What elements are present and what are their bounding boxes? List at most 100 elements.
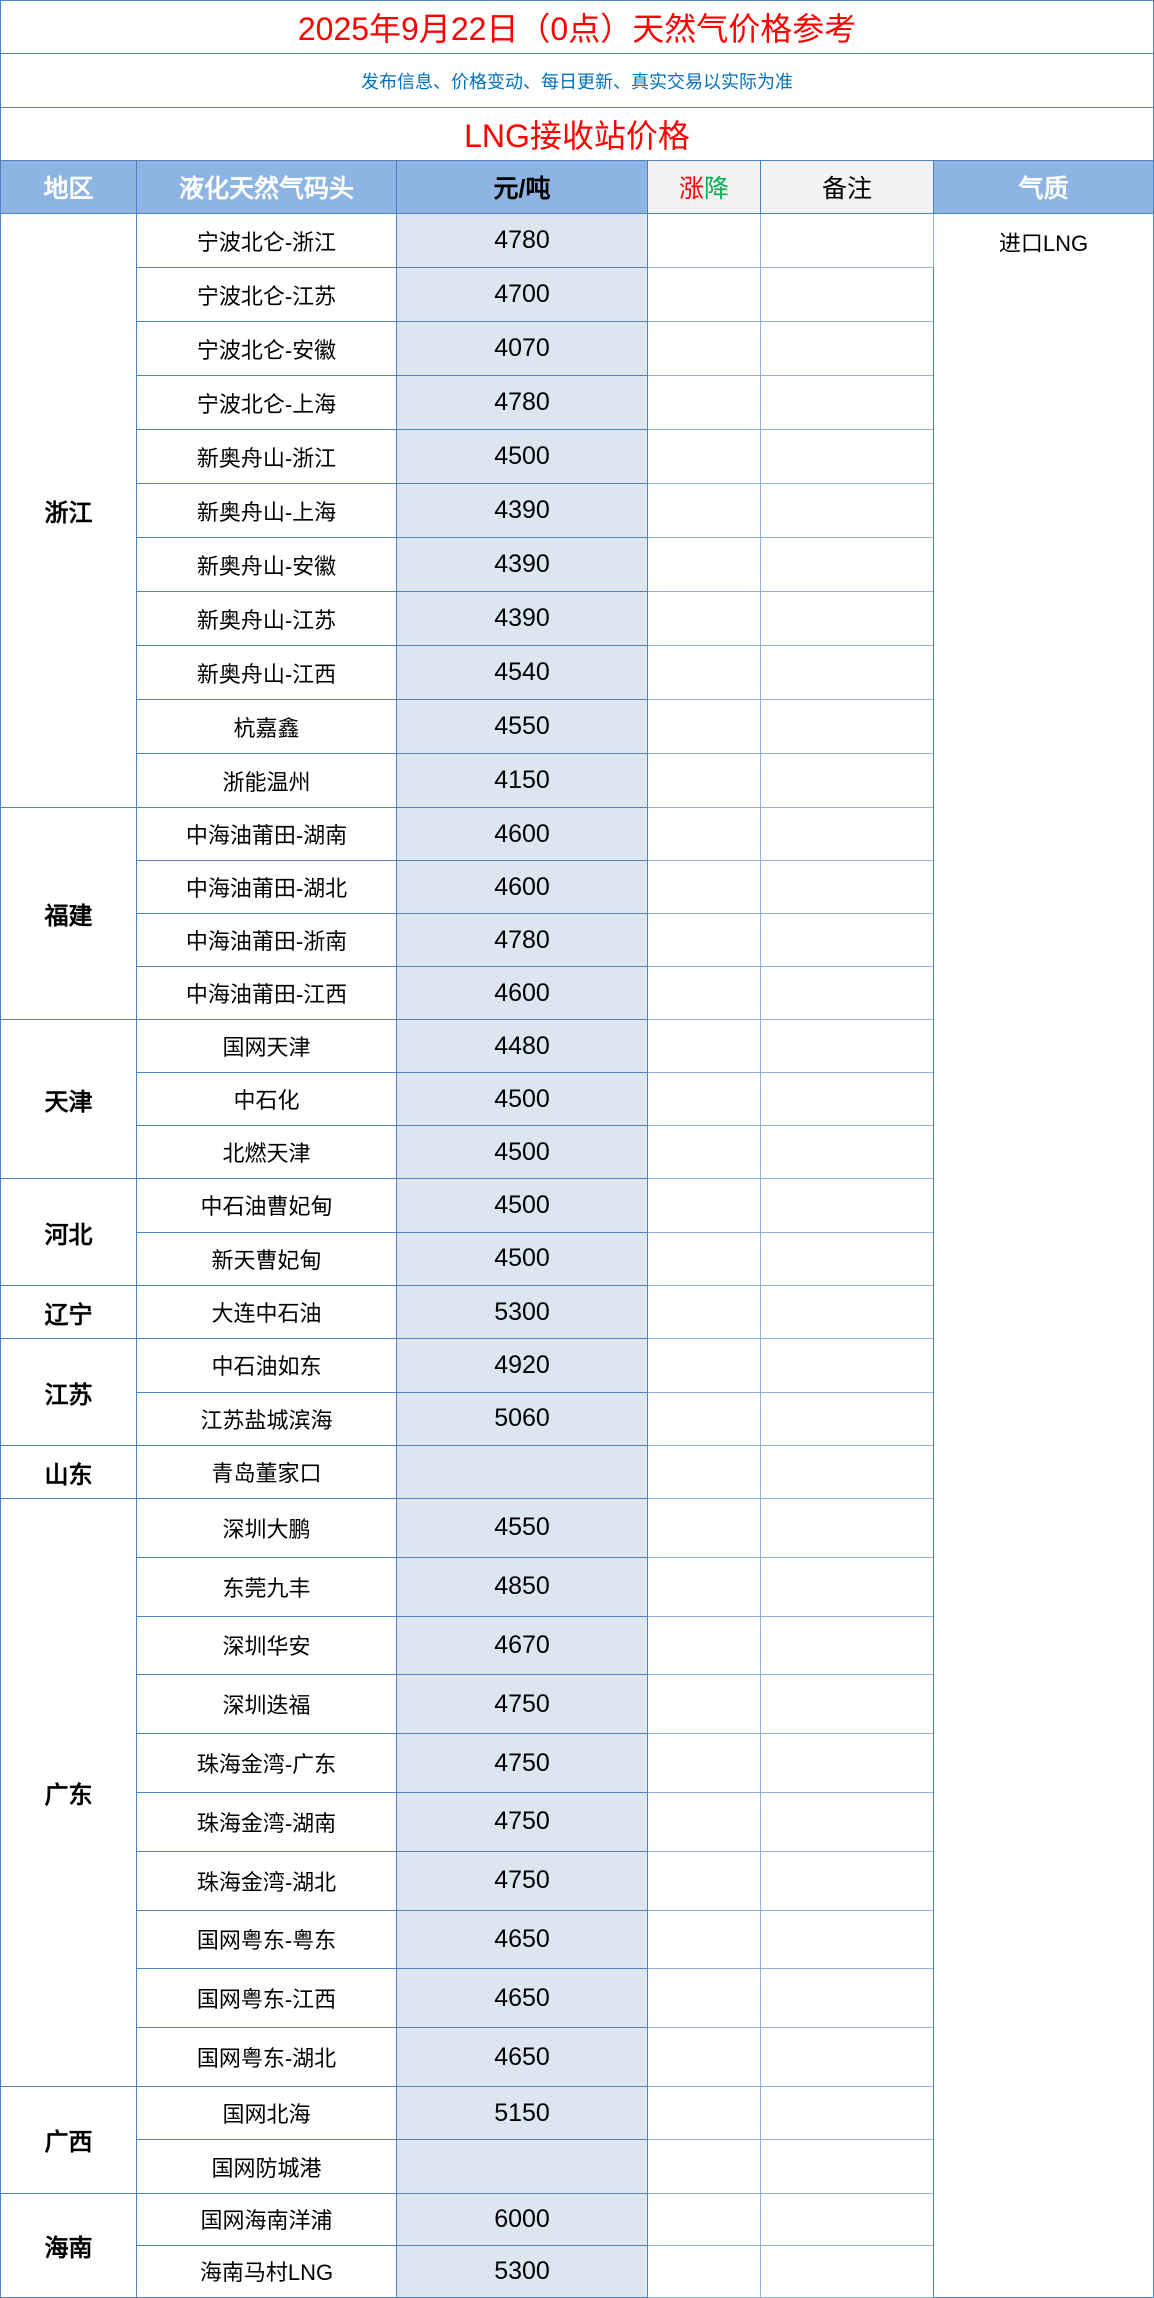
- price-cell: 4550: [396, 699, 648, 754]
- price-cell: 4750: [396, 1733, 648, 1793]
- change-cell: [647, 860, 761, 914]
- table-row: 中海油莆田-浙南 4780: [1, 913, 1154, 967]
- table-row: 中石化 4500: [1, 1072, 1154, 1126]
- terminal-cell: 国网防城港: [136, 2139, 397, 2194]
- change-cell: [647, 1556, 761, 1617]
- change-cell: [647, 483, 761, 538]
- note-cell: [760, 1445, 934, 1499]
- terminal-cell: 国网天津: [136, 1019, 397, 1073]
- header-region: 地区: [0, 160, 137, 214]
- change-cell: [647, 1733, 761, 1793]
- table-row: 广东 深圳大鹏 4550: [0, 1498, 1154, 2087]
- price-cell: 5150: [396, 2085, 648, 2141]
- region-cell: 天津: [0, 1019, 137, 1179]
- terminal-cell: 新奥舟山-安徽: [136, 537, 397, 592]
- change-cell: [647, 1791, 761, 1852]
- change-cell: [647, 2139, 761, 2194]
- change-cell: [647, 1850, 761, 1911]
- note-cell: [760, 1231, 934, 1286]
- table-row: 国网防城港: [1, 2139, 1154, 2194]
- change-cell: [647, 1674, 761, 1735]
- change-cell: [647, 591, 761, 646]
- header-change: 涨降: [647, 160, 761, 214]
- change-cell: [647, 1019, 761, 1073]
- price-cell: 4600: [396, 966, 648, 1020]
- page-title: 2025年9月22日（0点）天然气价格参考: [0, 0, 1154, 54]
- table-row: 宁波北仑-上海 4780: [1, 375, 1154, 430]
- change-cell: [647, 1909, 761, 1970]
- price-cell: 4150: [396, 753, 648, 808]
- change-cell: [647, 699, 761, 754]
- table-row: 新奥舟山-上海 4390: [1, 483, 1154, 538]
- header-change-up: 涨: [678, 175, 704, 203]
- table-row: 深圳华安 4670: [1, 1615, 1154, 1676]
- table-row: 新奥舟山-江西 4540: [1, 645, 1154, 700]
- table-row: 浙江 宁波北仑-浙江 4780 进口LNG: [0, 213, 1154, 2298]
- table-row: 国网粤东-江西 4650: [1, 1968, 1154, 2029]
- region-cell: 浙江: [0, 213, 137, 808]
- note-cell: [760, 1733, 934, 1793]
- table-row: 浙能温州 4150: [1, 753, 1154, 808]
- price-cell: 4500: [396, 1072, 648, 1126]
- price-cell: 4650: [396, 1909, 648, 1970]
- terminal-cell: 江苏盐城滨海: [136, 1391, 397, 1446]
- change-cell: [647, 2085, 761, 2141]
- note-cell: [760, 1498, 934, 1558]
- terminal-cell: 大连中石油: [136, 1285, 397, 1339]
- price-cell: 4540: [396, 645, 648, 700]
- price-cell: 4500: [396, 1178, 648, 1233]
- terminal-cell: 新奥舟山-浙江: [136, 429, 397, 484]
- table-row: 江苏 中石油如东 4920: [0, 1338, 1154, 1446]
- note-cell: [760, 537, 934, 592]
- change-cell: [647, 537, 761, 592]
- note-cell: [760, 1125, 934, 1179]
- note-cell: [760, 1791, 934, 1852]
- table-row: 杭嘉鑫 4550: [1, 699, 1154, 754]
- terminal-cell: 中石化: [136, 1072, 397, 1126]
- price-cell: 4480: [396, 1019, 648, 1073]
- price-cell: 4600: [396, 807, 648, 861]
- table-row: 新奥舟山-江苏 4390: [1, 591, 1154, 646]
- price-cell: 4390: [396, 591, 648, 646]
- note-cell: [760, 2244, 934, 2298]
- price-cell: 4750: [396, 1674, 648, 1735]
- header-terminal: 液化天然气码头: [136, 160, 397, 214]
- change-cell: [647, 1498, 761, 1558]
- region-cell: 福建: [0, 807, 137, 1020]
- note-cell: [760, 966, 934, 1020]
- note-cell: [760, 267, 934, 322]
- terminal-cell: 国网海南洋浦: [136, 2192, 397, 2246]
- table-row: 福建 中海油莆田-湖南 4600: [0, 807, 1154, 1020]
- note-cell: [760, 699, 934, 754]
- terminal-cell: 深圳迭福: [136, 1674, 397, 1735]
- change-cell: [647, 966, 761, 1020]
- price-cell: 4780: [396, 213, 648, 268]
- price-cell: 4600: [396, 860, 648, 914]
- note-cell: [760, 429, 934, 484]
- change-cell: [647, 1338, 761, 1393]
- terminal-cell: 中石油如东: [136, 1338, 397, 1393]
- price-cell: 4650: [396, 1968, 648, 2029]
- table-row: 国网粤东-湖北 4650: [1, 2027, 1154, 2087]
- change-cell: [647, 1445, 761, 1499]
- price-cell: 4390: [396, 483, 648, 538]
- table-row: 天津 国网天津 4480: [0, 1019, 1154, 1179]
- table-row: 河北 中石油曹妃甸 4500: [0, 1178, 1154, 1286]
- terminal-cell: 中海油莆田-江西: [136, 966, 397, 1020]
- change-cell: [647, 753, 761, 808]
- note-cell: [760, 753, 934, 808]
- note-cell: [760, 2192, 934, 2246]
- note-cell: [760, 591, 934, 646]
- price-cell: 4780: [396, 375, 648, 430]
- terminal-cell: 浙能温州: [136, 753, 397, 808]
- change-cell: [647, 375, 761, 430]
- table-row: 深圳迭福 4750: [1, 1674, 1154, 1735]
- change-cell: [647, 267, 761, 322]
- price-cell: [396, 1445, 648, 1499]
- price-cell: 4750: [396, 1850, 648, 1911]
- price-cell: [396, 2139, 648, 2194]
- note-cell: [760, 1968, 934, 2029]
- note-cell: [760, 807, 934, 861]
- note-cell: [760, 1556, 934, 1617]
